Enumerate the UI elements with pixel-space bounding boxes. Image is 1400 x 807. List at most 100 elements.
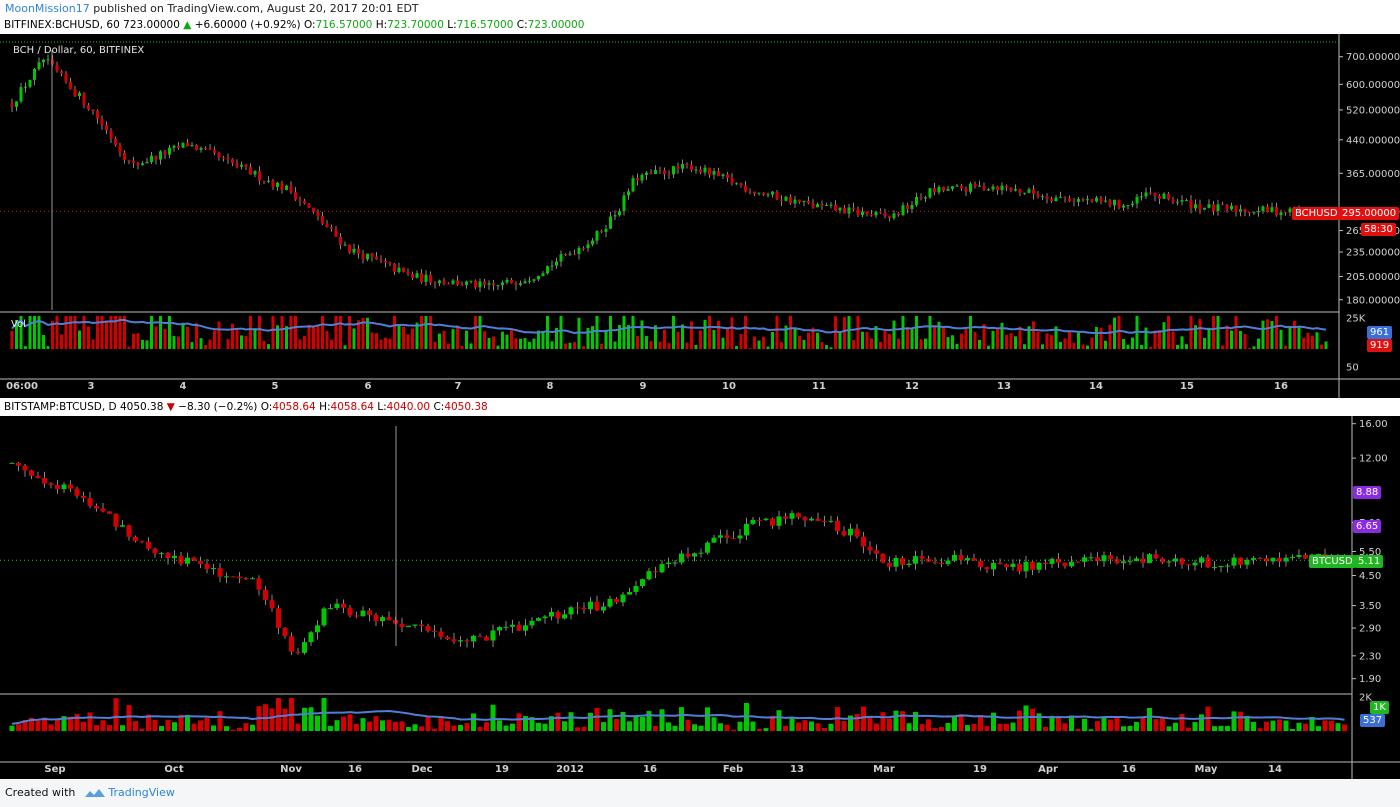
candle-body	[633, 585, 639, 592]
candle-body	[136, 162, 140, 166]
volume-bar	[601, 722, 606, 731]
chart1-svg[interactable]: 700.00000 600.00000 520.00000 440.00000 365.…	[0, 34, 1400, 398]
chart1-open: 716.57000	[315, 19, 373, 31]
y-tick-label: 2.30	[1359, 651, 1381, 662]
volume-bar	[942, 326, 945, 349]
candle-body	[620, 594, 626, 603]
candle-body	[847, 207, 851, 214]
volume-bar	[607, 709, 613, 731]
candle-body	[1216, 204, 1220, 211]
candle-body	[843, 207, 846, 214]
chart2-svg[interactable]: 16.0012.007.005.504.503.502.902.301.902K…	[0, 416, 1400, 779]
candle-body	[1198, 204, 1202, 210]
candle-body	[932, 561, 938, 563]
volume-bar	[420, 316, 423, 349]
volume-bar	[127, 346, 131, 349]
volume-bar	[33, 316, 36, 349]
volume-bar	[541, 331, 545, 349]
volume-bar	[1302, 337, 1305, 349]
candle-body	[750, 519, 756, 524]
volume-bar	[388, 338, 392, 349]
candle-body	[834, 204, 837, 211]
candle-body	[997, 562, 1003, 565]
volume-bar	[1049, 715, 1055, 731]
volume-bar	[195, 323, 198, 349]
publisher-username[interactable]: MoonMission17	[5, 2, 90, 15]
volume-bar	[105, 320, 108, 349]
volume-bar	[186, 326, 189, 349]
volume-bar	[793, 328, 797, 349]
volume-bar	[783, 725, 788, 731]
volume-bar	[1140, 344, 1143, 349]
candle-body	[262, 180, 266, 182]
volume-bar	[1315, 332, 1319, 349]
x-tick-label: 15	[1180, 381, 1194, 392]
volume-bar	[1231, 711, 1237, 731]
candle-body	[667, 174, 671, 176]
volume-bar	[64, 316, 68, 349]
candle-body	[809, 518, 814, 521]
volume-bar	[717, 320, 720, 349]
volume-bar	[361, 318, 365, 349]
candle-body	[503, 626, 509, 628]
volume-bar	[816, 332, 819, 349]
candle-body	[654, 170, 657, 174]
candle-body	[487, 283, 491, 285]
candle-body	[906, 563, 912, 566]
chart1-symbol[interactable]: BITFINEX:BCHUSD, 60	[4, 19, 120, 31]
chart2-panel[interactable]: 16.0012.007.005.504.503.502.902.301.902K…	[0, 416, 1400, 779]
chart1-panel[interactable]: 700.00000 600.00000 520.00000 440.00000 365.…	[0, 34, 1400, 398]
candle-body	[627, 591, 632, 595]
chart1-change: +6.60000 (+0.92%)	[194, 19, 301, 31]
x-tick-label: Dec	[411, 764, 432, 775]
candle-body	[105, 124, 108, 131]
volume-bar	[964, 329, 968, 349]
candle-body	[1131, 203, 1134, 206]
candle-body	[222, 157, 225, 159]
candle-body	[645, 172, 648, 175]
chart1-l-label: L:	[447, 19, 457, 31]
candle-body	[737, 535, 743, 539]
candle-body	[933, 188, 936, 193]
chart2-symbol[interactable]: BITSTAMP:BTCUSD, D	[4, 401, 117, 413]
volume-bar	[834, 316, 837, 349]
candle-body	[315, 625, 320, 633]
volume-bar	[483, 331, 486, 349]
candle-body	[1171, 199, 1175, 202]
volume-bar	[96, 316, 99, 349]
volume-bar	[46, 346, 50, 349]
volume-bar	[924, 338, 927, 349]
x-tick-label: 16	[1122, 764, 1136, 775]
candle-body	[483, 281, 486, 285]
volume-bar	[737, 721, 743, 731]
candle-body	[1199, 557, 1204, 563]
candle-body	[880, 553, 886, 563]
candle-body	[289, 636, 294, 652]
footer-tradingview-link[interactable]: TradingView	[108, 786, 175, 799]
volume-bar	[172, 722, 177, 731]
candle-body	[631, 178, 635, 192]
candle-body	[243, 578, 249, 580]
candle-body	[432, 631, 437, 633]
candle-body	[126, 525, 132, 537]
volume-bar	[775, 316, 779, 349]
candle-body	[708, 167, 711, 175]
volume-bar	[822, 727, 827, 731]
candle-body	[484, 636, 489, 641]
candle-body	[330, 227, 333, 229]
candle-body	[1212, 567, 1217, 569]
chart2-last: 4050.38	[119, 401, 164, 413]
candle-body	[415, 273, 419, 278]
y-tick-label: 3.50	[1359, 601, 1381, 612]
volume-bar	[237, 727, 242, 731]
volume-bar	[271, 316, 275, 349]
volume-bar	[82, 316, 86, 349]
candle-body	[960, 185, 963, 189]
candle-body	[971, 558, 977, 561]
candle-body	[1126, 205, 1130, 207]
candle-body	[636, 178, 639, 181]
candle-body	[510, 279, 513, 284]
candle-body	[1203, 207, 1206, 210]
candle-body	[82, 92, 86, 106]
volume-bar	[915, 316, 918, 349]
